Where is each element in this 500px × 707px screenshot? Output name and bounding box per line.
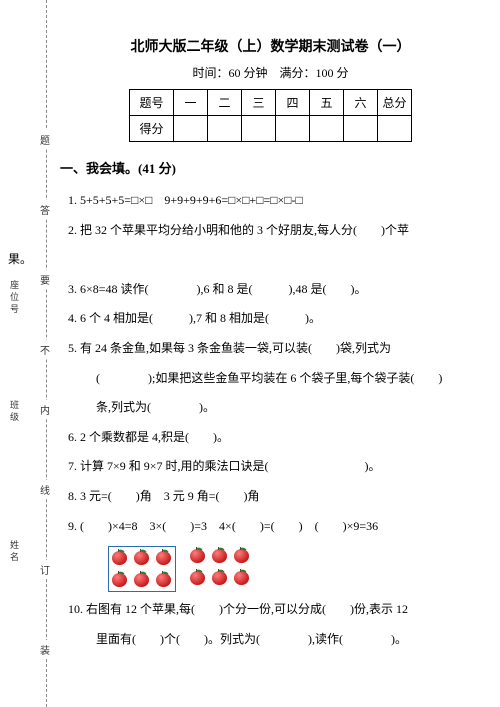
- question-5c: 条,列式为( )。: [68, 394, 473, 422]
- question-2b: 果。: [8, 246, 473, 274]
- th-label: 题号: [130, 90, 174, 116]
- binding-char-4: 不: [40, 340, 50, 359]
- td-score-label: 得分: [130, 116, 174, 142]
- question-1: 1. 5+5+5+5=□×□ 9+9+9+9+6=□×□+□=□×□-□: [68, 187, 473, 215]
- question-2: 2. 把 32 个苹果平均分给小明和他的 3 个好朋友,每人分( )个苹: [68, 217, 473, 245]
- question-10b: 里面有( )个( )。列式为( ),读作( )。: [68, 626, 473, 654]
- section-1-header: 一、我会填。(41 分): [60, 158, 473, 177]
- question-10a: 10. 右图有 12 个苹果,每( )个分一份,可以分成( )份,表示 12: [68, 596, 473, 624]
- th-1: 一: [174, 90, 208, 116]
- apple-group-boxed: [108, 546, 176, 592]
- binding-char-6: 答: [40, 200, 50, 219]
- binding-char-1: 订: [40, 560, 50, 579]
- binding-char-2: 线: [40, 480, 50, 499]
- apple-icon: [154, 570, 172, 588]
- apple-icon: [132, 548, 150, 566]
- apple-icon: [110, 570, 128, 588]
- th-4: 四: [276, 90, 310, 116]
- th-5: 五: [310, 90, 344, 116]
- th-3: 三: [242, 90, 276, 116]
- binding-label-seat: 座位号: [8, 280, 21, 316]
- td-blank: [174, 116, 208, 142]
- binding-char-0: 装: [40, 640, 50, 659]
- question-4: 4. 6 个 4 相加是( ),7 和 8 相加是( )。: [68, 305, 473, 333]
- question-9: 9. ( )×4=8 3×( )=3 4×( )=( ) ( )×9=36: [68, 513, 473, 541]
- td-blank: [310, 116, 344, 142]
- question-6: 6. 2 个乘数都是 4,积是( )。: [68, 424, 473, 452]
- apple-icon: [210, 568, 228, 586]
- td-blank: [242, 116, 276, 142]
- apple-icon: [188, 546, 206, 564]
- binding-label-name: 姓名: [8, 540, 21, 564]
- th-2: 二: [208, 90, 242, 116]
- apple-icon: [232, 546, 250, 564]
- score-table: 题号 一 二 三 四 五 六 总分 得分: [129, 89, 412, 142]
- th-total: 总分: [378, 90, 412, 116]
- td-blank: [378, 116, 412, 142]
- apple-icon: [210, 546, 228, 564]
- binding-char-7: 题: [40, 130, 50, 149]
- binding-char-3: 内: [40, 400, 50, 419]
- table-row: 题号 一 二 三 四 五 六 总分: [130, 90, 412, 116]
- apple-group: [188, 546, 252, 592]
- th-6: 六: [344, 90, 378, 116]
- apple-icon: [132, 570, 150, 588]
- question-8: 8. 3 元=( )角 3 元 9 角=( )角: [68, 483, 473, 511]
- question-3: 3. 6×8=48 读作( ),6 和 8 是( ),48 是( )。: [68, 276, 473, 304]
- apple-figure: [108, 546, 473, 592]
- question-7: 7. 计算 7×9 和 9×7 时,用的乘法口诀是( )。: [68, 453, 473, 481]
- apple-icon: [232, 568, 250, 586]
- td-blank: [208, 116, 242, 142]
- question-5b: ( );如果把这些金鱼平均装在 6 个袋子里,每个袋子装( ): [68, 365, 473, 393]
- td-blank: [344, 116, 378, 142]
- page-content: 北师大版二年级（上）数学期末测试卷（一） 时间：60 分钟 满分：100 分 题…: [68, 36, 473, 655]
- question-5a: 5. 有 24 条金鱼,如果每 3 条金鱼装一袋,可以装( )袋,列式为: [68, 335, 473, 363]
- apple-icon: [154, 548, 172, 566]
- exam-title: 北师大版二年级（上）数学期末测试卷（一）: [68, 36, 473, 56]
- td-blank: [276, 116, 310, 142]
- apple-icon: [110, 548, 128, 566]
- exam-subtitle: 时间：60 分钟 满分：100 分: [68, 64, 473, 81]
- binding-label-class: 班级: [8, 400, 21, 424]
- binding-margin: 姓名 班级 座位号 装 订 线 内 不 要 答 题: [8, 0, 58, 707]
- table-row: 得分: [130, 116, 412, 142]
- apple-icon: [188, 568, 206, 586]
